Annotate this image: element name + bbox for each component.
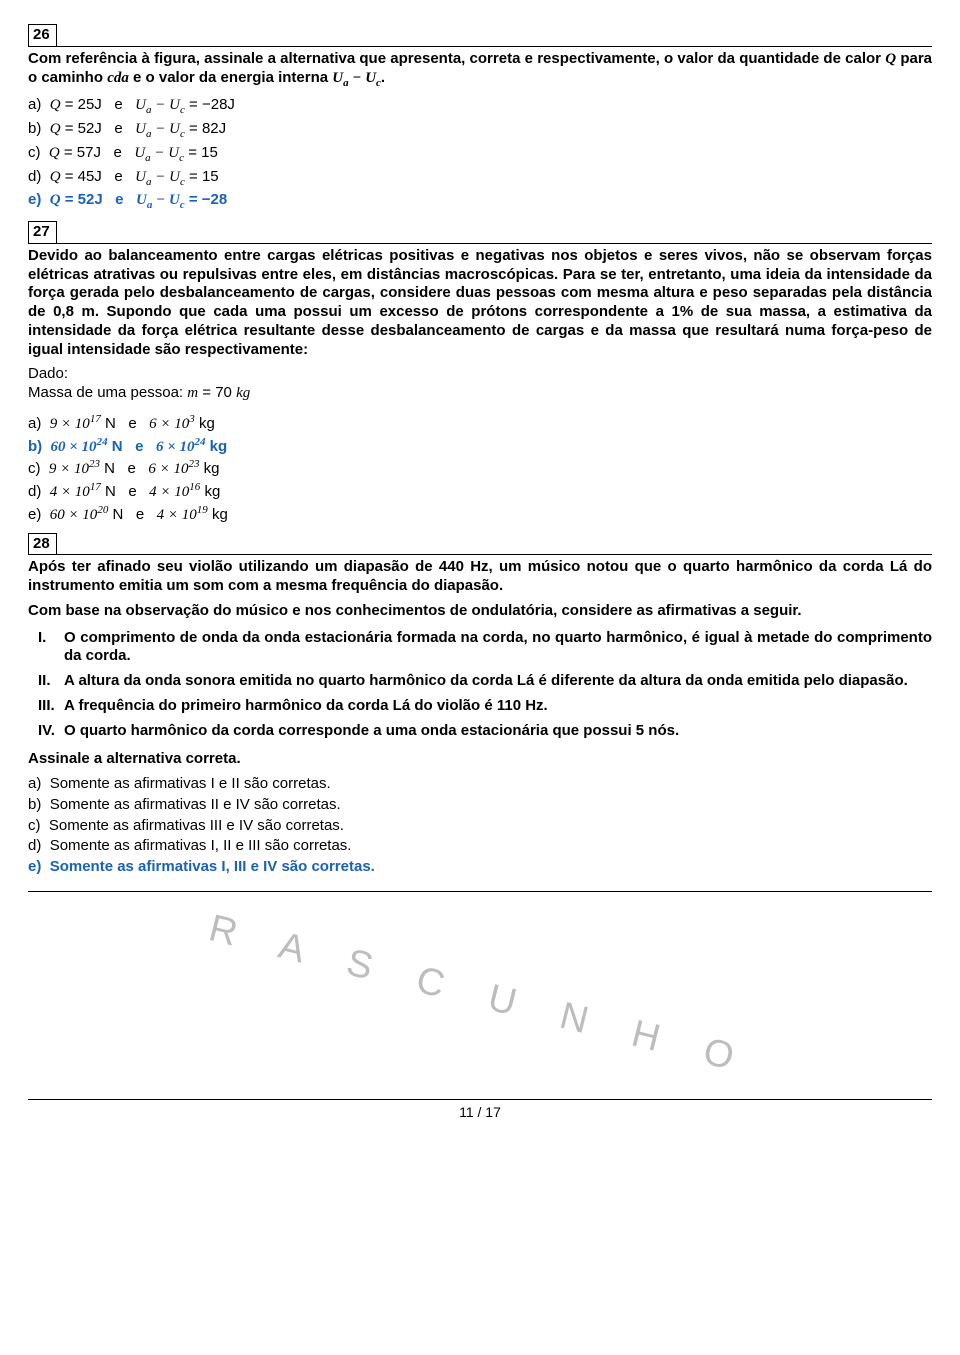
statement-i: I.O comprimento de onda da onda estacion… (38, 629, 932, 667)
question-number-26: 26 (28, 24, 57, 47)
statement-iv: IV.O quarto harmônico da corda correspon… (38, 722, 932, 741)
question-27-dado: Dado: Massa de uma pessoa: m = 70 kg (28, 365, 932, 403)
option-b[interactable]: b) Somente as afirmativas II e IV são co… (28, 796, 932, 815)
option-b[interactable]: b) 60 × 1024 N e 6 × 1024 kg (28, 436, 932, 457)
option-e[interactable]: e) Somente as afirmativas I, III e IV sã… (28, 858, 932, 877)
option-a[interactable]: a) Q = 25J e Ua − Uc = −28J (28, 96, 932, 118)
statement-iii: III.A frequência do primeiro harmônico d… (38, 697, 932, 716)
option-a[interactable]: a) 9 × 1017 N e 6 × 103 kg (28, 413, 932, 434)
question-28-options: a) Somente as afirmativas I e II são cor… (28, 775, 932, 877)
option-b[interactable]: b) Q = 52J e Ua − Uc = 82J (28, 120, 932, 142)
question-28-header: 28 (28, 533, 932, 556)
question-26-header: 26 (28, 24, 932, 47)
page-number: 11 / 17 (28, 1104, 932, 1122)
rascunho-watermark: R A S C U N H O (36, 863, 925, 1128)
option-d[interactable]: d) Q = 45J e Ua − Uc = 15 (28, 168, 932, 190)
question-27-header: 27 (28, 221, 932, 244)
rule (28, 243, 932, 244)
option-e[interactable]: e) 60 × 1020 N e 4 × 1019 kg (28, 504, 932, 525)
question-27-prompt: Devido ao balanceamento entre cargas elé… (28, 247, 932, 360)
question-28-prompt1: Após ter afinado seu violão utilizando u… (28, 558, 932, 596)
option-c[interactable]: c) Somente as afirmativas III e IV são c… (28, 817, 932, 836)
question-27-options: a) 9 × 1017 N e 6 × 103 kg b) 60 × 1024 … (28, 413, 932, 525)
question-28-prompt2: Com base na observação do músico e nos c… (28, 602, 932, 621)
rule (28, 46, 932, 47)
question-number-27: 27 (28, 221, 57, 244)
rule (28, 554, 932, 555)
option-d[interactable]: d) Somente as afirmativas I, II e III sã… (28, 837, 932, 856)
question-26-options: a) Q = 25J e Ua − Uc = −28J b) Q = 52J e… (28, 96, 932, 213)
option-e[interactable]: e) Q = 52J e Ua − Uc = −28 (28, 191, 932, 213)
question-28-instruction: Assinale a alternativa correta. (28, 750, 932, 769)
question-26-prompt: Com referência à figura, assinale a alte… (28, 50, 932, 91)
option-a[interactable]: a) Somente as afirmativas I e II são cor… (28, 775, 932, 794)
question-number-28: 28 (28, 533, 57, 556)
option-c[interactable]: c) 9 × 1023 N e 6 × 1023 kg (28, 458, 932, 479)
rule (28, 1099, 932, 1100)
option-d[interactable]: d) 4 × 1017 N e 4 × 1016 kg (28, 481, 932, 502)
statement-ii: II.A altura da onda sonora emitida no qu… (38, 672, 932, 691)
option-c[interactable]: c) Q = 57J e Ua − Uc = 15 (28, 144, 932, 166)
question-28-statements: I.O comprimento de onda da onda estacion… (38, 629, 932, 741)
